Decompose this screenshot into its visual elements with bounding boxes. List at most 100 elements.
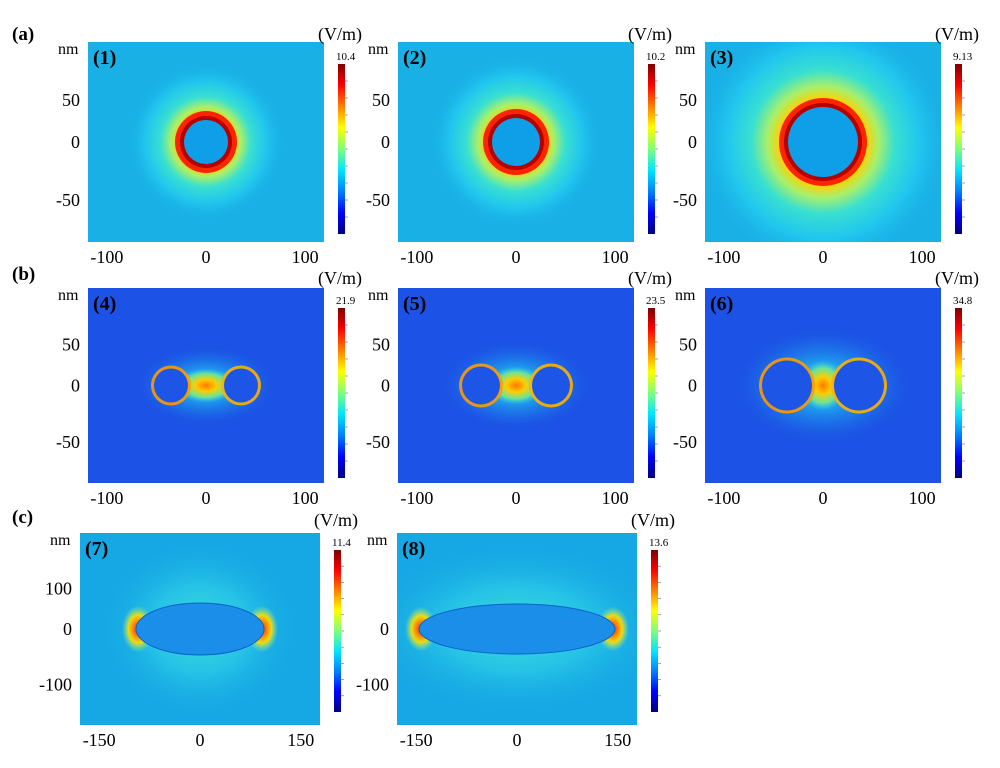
gap-hotspot bbox=[176, 368, 236, 403]
y-tick-label: -50 bbox=[673, 190, 697, 210]
panel-label: (6) bbox=[710, 293, 733, 315]
y-tick-label: 0 bbox=[71, 376, 80, 396]
colorbar-max-label: 10.4 bbox=[336, 51, 356, 63]
colorbar-unit-label: (V/m) bbox=[318, 268, 362, 289]
colorbar-unit-label: (V/m) bbox=[314, 510, 358, 531]
y-tick-label: 50 bbox=[372, 90, 390, 110]
axis-unit-label: nm bbox=[368, 41, 389, 58]
colorbar-max-label: 13.6 bbox=[649, 537, 669, 549]
nanoparticle bbox=[492, 118, 540, 166]
y-tick-label: 0 bbox=[63, 619, 72, 639]
x-tick-label: 0 bbox=[819, 247, 828, 267]
colorbar-max-label: 34.8 bbox=[953, 295, 973, 307]
y-tick-label: -100 bbox=[356, 675, 389, 695]
x-tick-label: 150 bbox=[604, 730, 631, 750]
x-tick-label: 0 bbox=[202, 247, 211, 267]
y-tick-label: 50 bbox=[62, 335, 80, 355]
x-tick-label: -100 bbox=[400, 247, 433, 267]
colorbar bbox=[648, 64, 655, 234]
panel-2: (2) nm 50 0 -50 -100 0 100 10.2 (V/m) bbox=[366, 24, 672, 267]
x-tick-label: 0 bbox=[512, 488, 521, 508]
colorbar-unit-label: (V/m) bbox=[935, 268, 979, 289]
colorbar bbox=[338, 308, 345, 478]
x-tick-label: 100 bbox=[292, 247, 319, 267]
y-tick-label: -50 bbox=[366, 190, 390, 210]
axis-unit-label: nm bbox=[367, 532, 388, 549]
colorbar bbox=[648, 308, 655, 478]
colorbar bbox=[651, 550, 658, 712]
y-tick-label: 50 bbox=[62, 90, 80, 110]
colorbar-unit-label: (V/m) bbox=[318, 24, 362, 45]
panel-5: (5) nm 50 0 -50 -100 0 100 23.5 (V/m) bbox=[366, 268, 672, 508]
x-tick-label: -100 bbox=[400, 488, 433, 508]
x-tick-label: -100 bbox=[90, 247, 123, 267]
axis-unit-label: nm bbox=[675, 41, 696, 58]
x-tick-label: 100 bbox=[602, 488, 629, 508]
panel-7: (7) nm 100 0 -100 -150 0 150 11.4 (V/m) bbox=[39, 510, 358, 750]
x-tick-label: -150 bbox=[400, 730, 433, 750]
panel-4: (4) nm 50 0 -50 -100 0 100 21.9 (V/m) bbox=[56, 268, 362, 508]
panel-6: (6) nm 50 0 -50 -100 0 100 34.8 (V/m) bbox=[673, 268, 979, 508]
nanoparticle bbox=[462, 366, 500, 405]
x-tick-label: 0 bbox=[512, 247, 521, 267]
y-tick-label: 50 bbox=[372, 335, 390, 355]
colorbar bbox=[334, 550, 341, 712]
y-tick-label: -50 bbox=[56, 190, 80, 210]
panel-3: (3) nm 50 0 -50 -100 0 100 9.13 (V/m) bbox=[673, 24, 979, 267]
colorbar bbox=[955, 308, 962, 478]
y-tick-label: 0 bbox=[688, 376, 697, 396]
panel-label: (5) bbox=[403, 293, 426, 315]
x-tick-label: -100 bbox=[707, 247, 740, 267]
colorbar-unit-label: (V/m) bbox=[631, 510, 675, 531]
x-tick-label: 150 bbox=[287, 730, 314, 750]
axis-unit-label: nm bbox=[58, 287, 79, 304]
nanoparticle bbox=[184, 120, 228, 164]
nanoparticle bbox=[834, 360, 884, 411]
x-tick-label: 0 bbox=[196, 730, 205, 750]
colorbar-unit-label: (V/m) bbox=[628, 24, 672, 45]
colorbar-max-label: 21.9 bbox=[336, 295, 356, 307]
nanoparticle bbox=[135, 602, 265, 656]
axis-unit-label: nm bbox=[675, 287, 696, 304]
y-tick-label: 0 bbox=[688, 132, 697, 152]
y-tick-label: -100 bbox=[39, 675, 72, 695]
nanoparticle bbox=[532, 366, 570, 405]
colorbar-unit-label: (V/m) bbox=[628, 268, 672, 289]
axis-unit-label: nm bbox=[58, 41, 79, 58]
axis-unit-label: nm bbox=[368, 287, 389, 304]
row-label-a: (a) bbox=[12, 24, 34, 45]
colorbar-max-label: 10.2 bbox=[646, 51, 665, 63]
colorbar-max-label: 23.5 bbox=[646, 295, 666, 307]
y-tick-label: 100 bbox=[45, 579, 72, 599]
row-label-c: (c) bbox=[12, 507, 33, 528]
nanoparticle bbox=[788, 107, 858, 177]
x-tick-label: 0 bbox=[202, 488, 211, 508]
y-tick-label: 50 bbox=[679, 90, 697, 110]
y-tick-label: -50 bbox=[366, 432, 390, 452]
nanoparticle bbox=[418, 603, 616, 655]
colorbar-max-label: 9.13 bbox=[953, 51, 973, 63]
x-tick-label: 0 bbox=[819, 488, 828, 508]
x-tick-label: 100 bbox=[292, 488, 319, 508]
gap-hotspot bbox=[488, 366, 544, 405]
y-tick-label: -50 bbox=[56, 432, 80, 452]
panel-label: (3) bbox=[710, 47, 733, 69]
nanoparticle bbox=[762, 360, 812, 411]
y-tick-label: 50 bbox=[679, 335, 697, 355]
y-tick-label: 0 bbox=[381, 132, 390, 152]
colorbar bbox=[338, 64, 345, 234]
y-tick-label: 0 bbox=[380, 619, 389, 639]
x-tick-label: 100 bbox=[909, 488, 936, 508]
y-tick-label: -50 bbox=[673, 432, 697, 452]
colorbar bbox=[955, 64, 962, 234]
row-label-b: (b) bbox=[12, 264, 35, 285]
panel-label: (7) bbox=[85, 538, 108, 560]
x-tick-label: 0 bbox=[513, 730, 522, 750]
x-tick-label: -100 bbox=[90, 488, 123, 508]
colorbar-max-label: 11.4 bbox=[332, 537, 351, 549]
panel-1: (1) nm 50 0 -50 -100 0 100 10.4 (V/m) bbox=[56, 24, 362, 267]
panel-8: (8) nm 0 -100 -150 0 150 13.6 (V/m) bbox=[356, 510, 675, 750]
y-tick-label: 0 bbox=[71, 132, 80, 152]
x-tick-label: -150 bbox=[83, 730, 116, 750]
